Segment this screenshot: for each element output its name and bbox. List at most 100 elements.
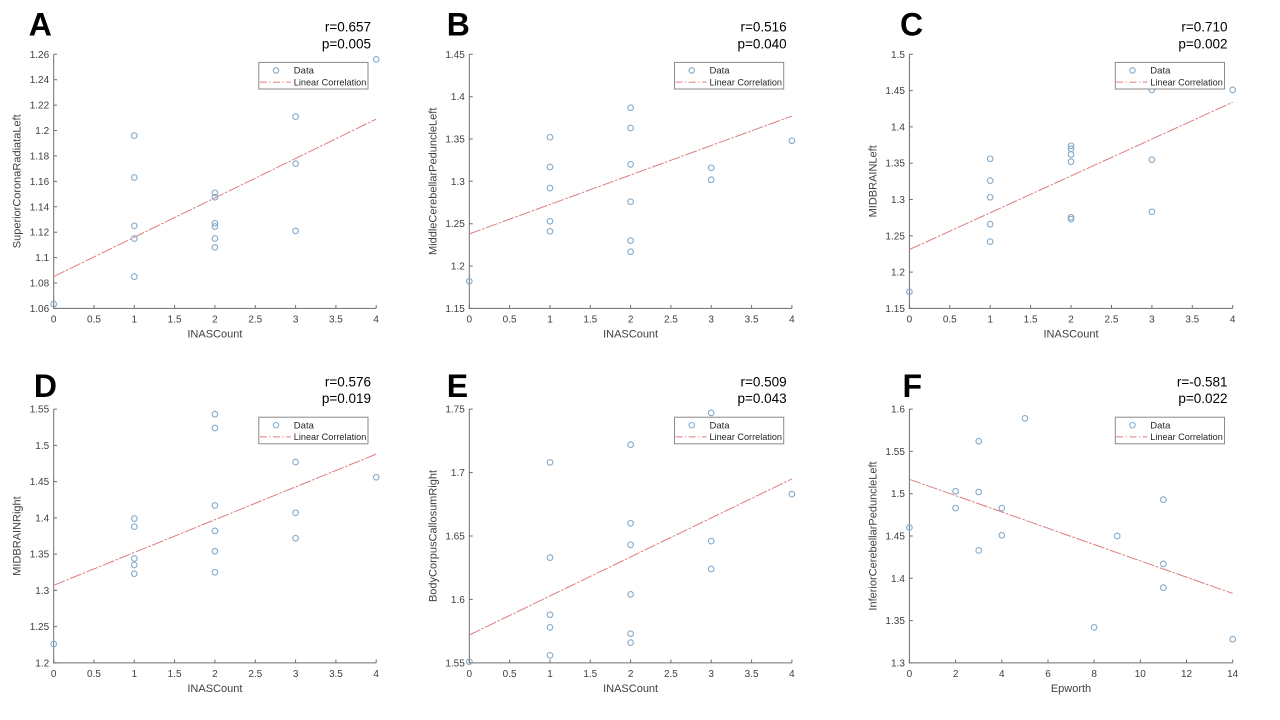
svg-text:3.5: 3.5 [745, 669, 759, 680]
svg-text:Linear Correlation: Linear Correlation [1150, 77, 1223, 88]
svg-text:p=0.005: p=0.005 [322, 36, 371, 51]
svg-text:p=0.040: p=0.040 [738, 36, 787, 51]
svg-text:InferiorCerebellarPeduncleLeft: InferiorCerebellarPeduncleLeft [867, 461, 879, 610]
svg-text:1.2: 1.2 [35, 126, 49, 137]
svg-text:0: 0 [51, 314, 57, 325]
svg-text:Data: Data [710, 66, 731, 77]
svg-text:1.5: 1.5 [891, 50, 905, 61]
svg-text:0: 0 [467, 314, 473, 325]
svg-text:Linear Correlation: Linear Correlation [710, 432, 783, 443]
svg-text:2: 2 [628, 314, 634, 325]
svg-text:3.5: 3.5 [329, 669, 343, 680]
svg-text:INASCount: INASCount [603, 683, 658, 695]
svg-text:0.5: 0.5 [87, 669, 101, 680]
svg-text:1.26: 1.26 [30, 50, 50, 61]
svg-text:INASCount: INASCount [1043, 329, 1098, 341]
svg-text:3.5: 3.5 [329, 314, 343, 325]
svg-text:r=0.710: r=0.710 [1181, 20, 1227, 35]
svg-text:0: 0 [51, 669, 57, 680]
svg-text:1.22: 1.22 [30, 101, 50, 112]
svg-text:1.1: 1.1 [35, 253, 49, 264]
svg-text:2: 2 [212, 314, 218, 325]
svg-text:INASCount: INASCount [187, 329, 242, 341]
svg-text:Linear Correlation: Linear Correlation [710, 77, 783, 88]
svg-text:Data: Data [1150, 421, 1171, 432]
svg-text:1.25: 1.25 [30, 622, 50, 633]
svg-text:1.2: 1.2 [891, 268, 905, 279]
svg-text:1.2: 1.2 [35, 658, 49, 669]
svg-text:r=-0.581: r=-0.581 [1177, 375, 1228, 390]
svg-text:1.45: 1.45 [445, 50, 465, 61]
svg-text:MIDBRAINLeft: MIDBRAINLeft [867, 145, 879, 217]
svg-text:C: C [900, 7, 923, 43]
svg-text:4: 4 [789, 314, 795, 325]
svg-text:1.35: 1.35 [30, 550, 50, 561]
svg-text:1.45: 1.45 [885, 86, 905, 97]
svg-text:1.08: 1.08 [30, 279, 50, 290]
svg-text:r=0.657: r=0.657 [325, 20, 371, 35]
svg-text:1.65: 1.65 [445, 532, 465, 543]
svg-text:1.16: 1.16 [30, 177, 50, 188]
svg-text:Linear Correlation: Linear Correlation [1150, 432, 1223, 443]
svg-text:3: 3 [293, 314, 299, 325]
svg-text:MiddleCerebellarPeduncleLeft: MiddleCerebellarPeduncleLeft [427, 108, 439, 255]
svg-text:Linear Correlation: Linear Correlation [294, 432, 367, 443]
svg-text:1.55: 1.55 [30, 405, 50, 416]
svg-text:1.2: 1.2 [451, 262, 465, 273]
svg-text:4: 4 [789, 669, 795, 680]
svg-text:Data: Data [294, 66, 315, 77]
svg-text:4: 4 [373, 314, 379, 325]
svg-text:1.5: 1.5 [583, 314, 597, 325]
svg-text:1.6: 1.6 [891, 405, 905, 416]
svg-text:D: D [34, 368, 57, 404]
svg-text:1.35: 1.35 [445, 135, 465, 146]
svg-text:10: 10 [1135, 669, 1147, 680]
svg-text:3: 3 [708, 669, 714, 680]
svg-text:BodyCorpusCallosumRight: BodyCorpusCallosumRight [427, 470, 439, 602]
svg-text:E: E [447, 368, 468, 404]
svg-text:F: F [903, 368, 923, 404]
svg-text:A: A [29, 7, 52, 43]
svg-text:4: 4 [373, 669, 379, 680]
svg-text:1.5: 1.5 [168, 314, 182, 325]
svg-text:1.55: 1.55 [885, 447, 905, 458]
svg-text:1.55: 1.55 [445, 658, 465, 669]
svg-text:2.5: 2.5 [664, 669, 678, 680]
svg-text:3: 3 [708, 314, 714, 325]
svg-text:2: 2 [628, 669, 634, 680]
svg-text:1: 1 [547, 669, 553, 680]
svg-text:INASCount: INASCount [603, 329, 658, 341]
svg-text:1.3: 1.3 [35, 586, 49, 597]
svg-text:2.5: 2.5 [1105, 314, 1119, 325]
svg-text:0: 0 [467, 669, 473, 680]
svg-text:INASCount: INASCount [187, 683, 242, 695]
svg-text:1: 1 [547, 314, 553, 325]
svg-text:2: 2 [212, 669, 218, 680]
svg-text:1: 1 [987, 314, 993, 325]
svg-text:14: 14 [1227, 669, 1239, 680]
svg-text:1.5: 1.5 [1024, 314, 1038, 325]
svg-text:1.5: 1.5 [891, 489, 905, 500]
svg-text:1.4: 1.4 [451, 92, 465, 103]
svg-text:1.35: 1.35 [885, 616, 905, 627]
svg-text:1.7: 1.7 [451, 468, 465, 479]
svg-text:8: 8 [1091, 669, 1097, 680]
svg-text:p=0.019: p=0.019 [322, 391, 371, 406]
svg-text:p=0.002: p=0.002 [1178, 36, 1227, 51]
svg-text:Linear Correlation: Linear Correlation [294, 77, 367, 88]
svg-text:2: 2 [1068, 314, 1074, 325]
svg-text:1.25: 1.25 [445, 219, 465, 230]
svg-text:1.4: 1.4 [891, 574, 905, 585]
svg-text:1.25: 1.25 [885, 231, 905, 242]
svg-text:0: 0 [907, 669, 913, 680]
svg-text:Data: Data [710, 421, 731, 432]
svg-text:0.5: 0.5 [503, 669, 517, 680]
svg-text:0: 0 [907, 314, 913, 325]
svg-text:1.3: 1.3 [891, 195, 905, 206]
svg-text:1.45: 1.45 [30, 477, 50, 488]
svg-text:3: 3 [1149, 314, 1155, 325]
svg-text:B: B [447, 7, 470, 43]
svg-text:2.5: 2.5 [664, 314, 678, 325]
svg-text:1.4: 1.4 [35, 513, 49, 524]
svg-text:0.5: 0.5 [943, 314, 957, 325]
